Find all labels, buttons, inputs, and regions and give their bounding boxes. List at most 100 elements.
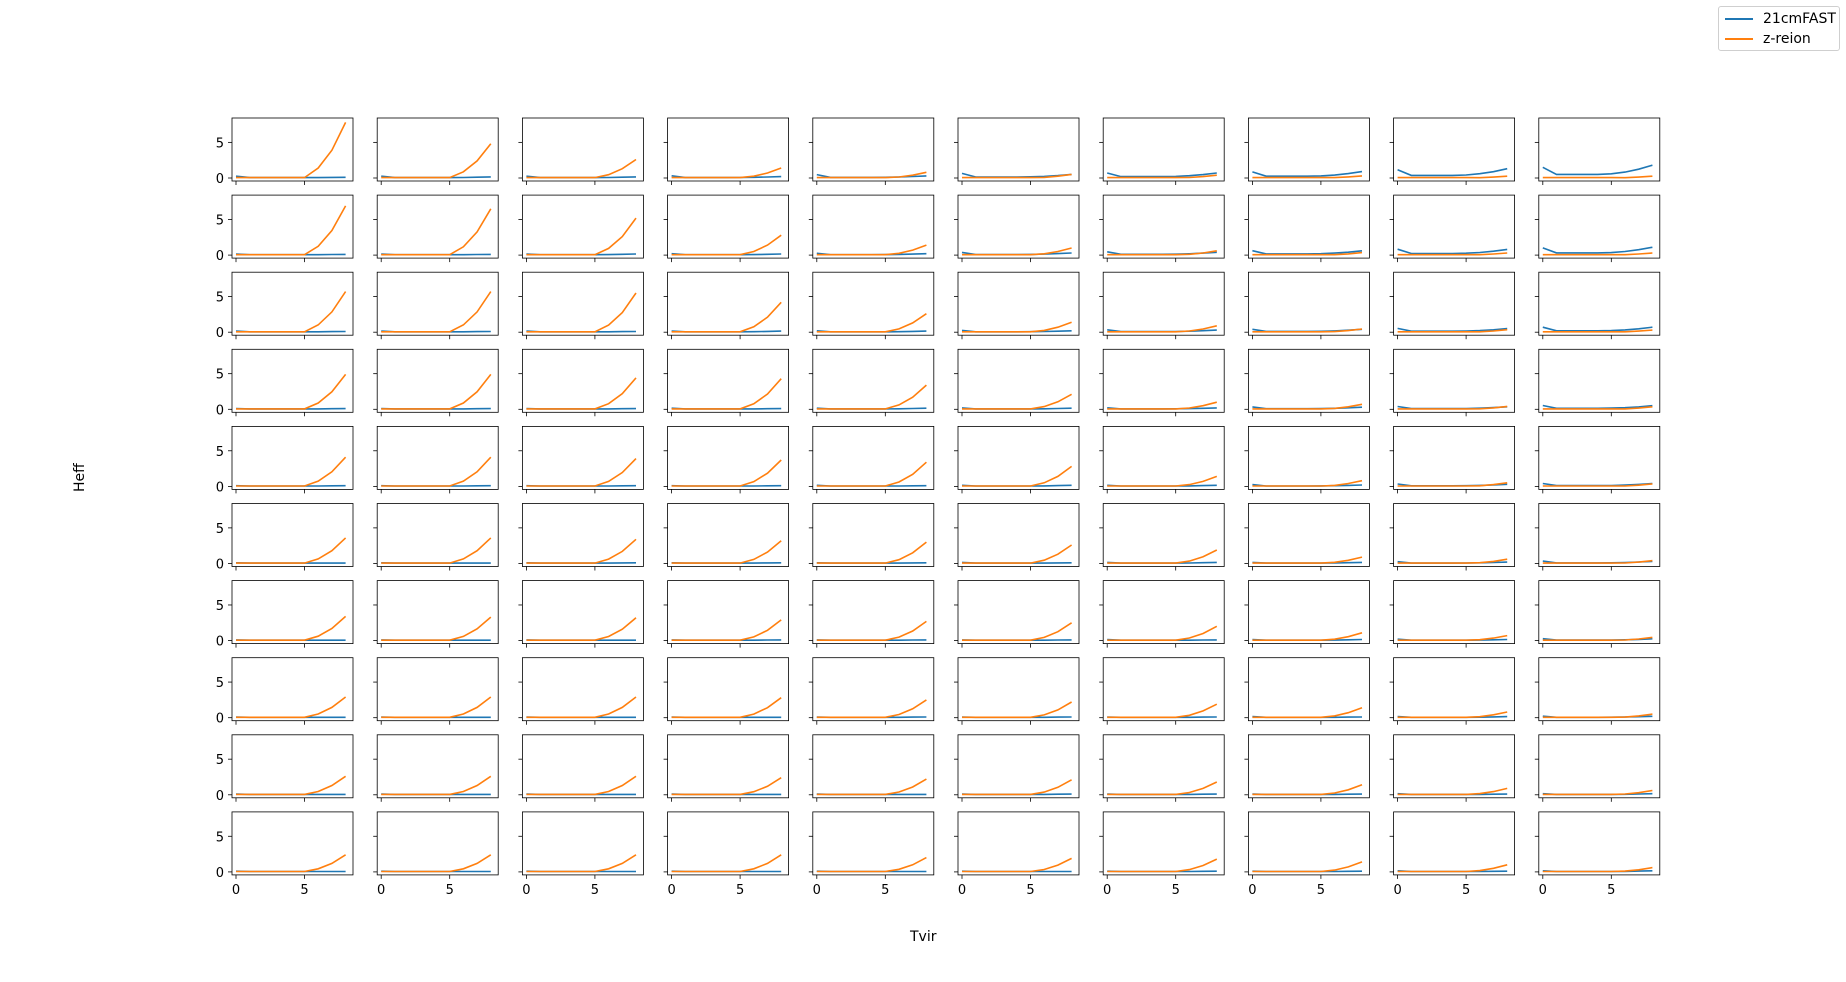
x-tick-label: 0	[667, 883, 675, 898]
subplot-frame	[1393, 194, 1515, 259]
x-tick-label: 5	[591, 883, 599, 898]
subplot-frame	[231, 117, 354, 182]
subplot-r6-c5	[808, 503, 935, 571]
series-line-z-reion	[1542, 483, 1653, 487]
subplot-frame	[1393, 348, 1515, 413]
subplot-frame	[1102, 425, 1225, 490]
subplot-frame	[376, 811, 499, 876]
subplot-frame	[1538, 425, 1661, 490]
series-line-z-reion	[1397, 558, 1508, 564]
subplot-r8-c3	[518, 657, 644, 725]
subplot-r9-c5	[808, 734, 935, 802]
subplot-r8-c9	[1389, 657, 1515, 725]
subplot-r9-c6	[954, 734, 1080, 802]
series-line-z-reion	[1252, 861, 1363, 873]
series-line-21cmfast	[1542, 164, 1653, 176]
series-line-z-reion	[1252, 706, 1363, 719]
series-line-z-reion	[962, 247, 1072, 256]
subplot-r1-c8	[1244, 117, 1370, 185]
series-line-z-reion	[526, 458, 637, 487]
series-line-z-reion	[962, 857, 1072, 873]
series-line-z-reion	[526, 775, 637, 796]
y-tick-label: 0	[216, 558, 224, 573]
x-tick-label: 5	[1462, 883, 1470, 898]
series-line-z-reion	[671, 777, 782, 796]
subplot-frame	[667, 811, 789, 876]
subplot-r5-c1: 05	[216, 425, 354, 495]
subplot-frame	[957, 580, 1080, 644]
series-line-z-reion	[526, 538, 637, 564]
subplot-frame	[667, 348, 789, 413]
subplot-frame	[1393, 117, 1515, 182]
series-line-z-reion	[1542, 636, 1653, 642]
subplot-r7-c9	[1389, 580, 1515, 648]
series-line-z-reion	[1107, 174, 1217, 179]
subplot-r3-c8	[1244, 271, 1370, 340]
subplot-frame	[1538, 117, 1661, 182]
subplot-r1-c10	[1534, 117, 1661, 185]
subplot-frame	[1538, 734, 1661, 799]
x-tick-label: 5	[1026, 883, 1034, 898]
series-line-21cmfast	[1542, 246, 1653, 254]
subplot-r8-c1: 05	[216, 657, 354, 727]
series-line-z-reion	[1107, 703, 1218, 719]
subplot-r4-c3	[518, 348, 644, 417]
subplot-r5-c6	[954, 425, 1080, 494]
series-line-z-reion	[236, 122, 347, 179]
series-line-z-reion	[671, 301, 782, 333]
subplot-frame	[957, 194, 1080, 259]
subplot-frame	[376, 348, 499, 413]
subplot-r3-c2	[373, 271, 499, 340]
subplot-r4-c6	[954, 348, 1080, 417]
subplot-r9-c8	[1244, 734, 1370, 802]
subplot-r8-c7	[1099, 657, 1225, 725]
y-tick-label: 5	[216, 136, 224, 151]
subplot-frame	[231, 734, 354, 799]
x-tick-label: 5	[1607, 883, 1615, 898]
subplot-frame	[231, 580, 354, 644]
subplot-frame	[1393, 580, 1515, 644]
legend-swatch-21cmfast	[1725, 18, 1753, 20]
series-line-z-reion	[236, 291, 347, 333]
subplot-frame	[231, 811, 354, 876]
y-tick-label: 0	[216, 172, 224, 187]
subplot-r2-c2	[373, 194, 499, 263]
subplot-frame	[522, 580, 644, 644]
subplot-frame	[1248, 271, 1370, 336]
subplot-frame	[522, 117, 644, 182]
subplot-r7-c8	[1244, 580, 1370, 648]
subplot-frame	[1248, 425, 1370, 490]
series-line-z-reion	[1397, 328, 1508, 333]
subplot-frame	[1102, 117, 1225, 182]
y-tick-label: 5	[216, 291, 224, 306]
subplot-frame	[1248, 117, 1370, 182]
subplot-r2-c4	[663, 194, 789, 263]
subplot-frame	[1102, 503, 1225, 567]
subplot-frame	[522, 734, 644, 799]
series-line-z-reion	[671, 378, 782, 410]
subplot-frame	[812, 348, 935, 413]
y-tick-label: 0	[216, 635, 224, 650]
subplot-frame	[376, 425, 499, 490]
series-line-z-reion	[1107, 401, 1217, 410]
series-line-z-reion	[381, 208, 492, 256]
series-line-z-reion	[962, 701, 1072, 719]
subplot-r5-c2	[373, 425, 499, 494]
legend-item-21cmfast: 21cmFAST	[1725, 9, 1836, 29]
subplot-r9-c7	[1099, 734, 1225, 802]
subplot-frame	[1102, 348, 1225, 413]
subplot-r6-c10	[1534, 503, 1661, 571]
subplot-frame	[957, 425, 1080, 490]
subplot-frame	[376, 194, 499, 259]
x-tick-label: 0	[522, 883, 530, 898]
series-line-z-reion	[671, 697, 782, 719]
subplot-r7-c1: 05	[216, 580, 354, 650]
subplot-r7-c5	[808, 580, 935, 648]
subplot-r1-c4	[663, 117, 789, 185]
legend-item-z-reion: z-reion	[1725, 29, 1811, 49]
subplot-frame	[231, 657, 354, 722]
series-line-z-reion	[962, 779, 1072, 796]
